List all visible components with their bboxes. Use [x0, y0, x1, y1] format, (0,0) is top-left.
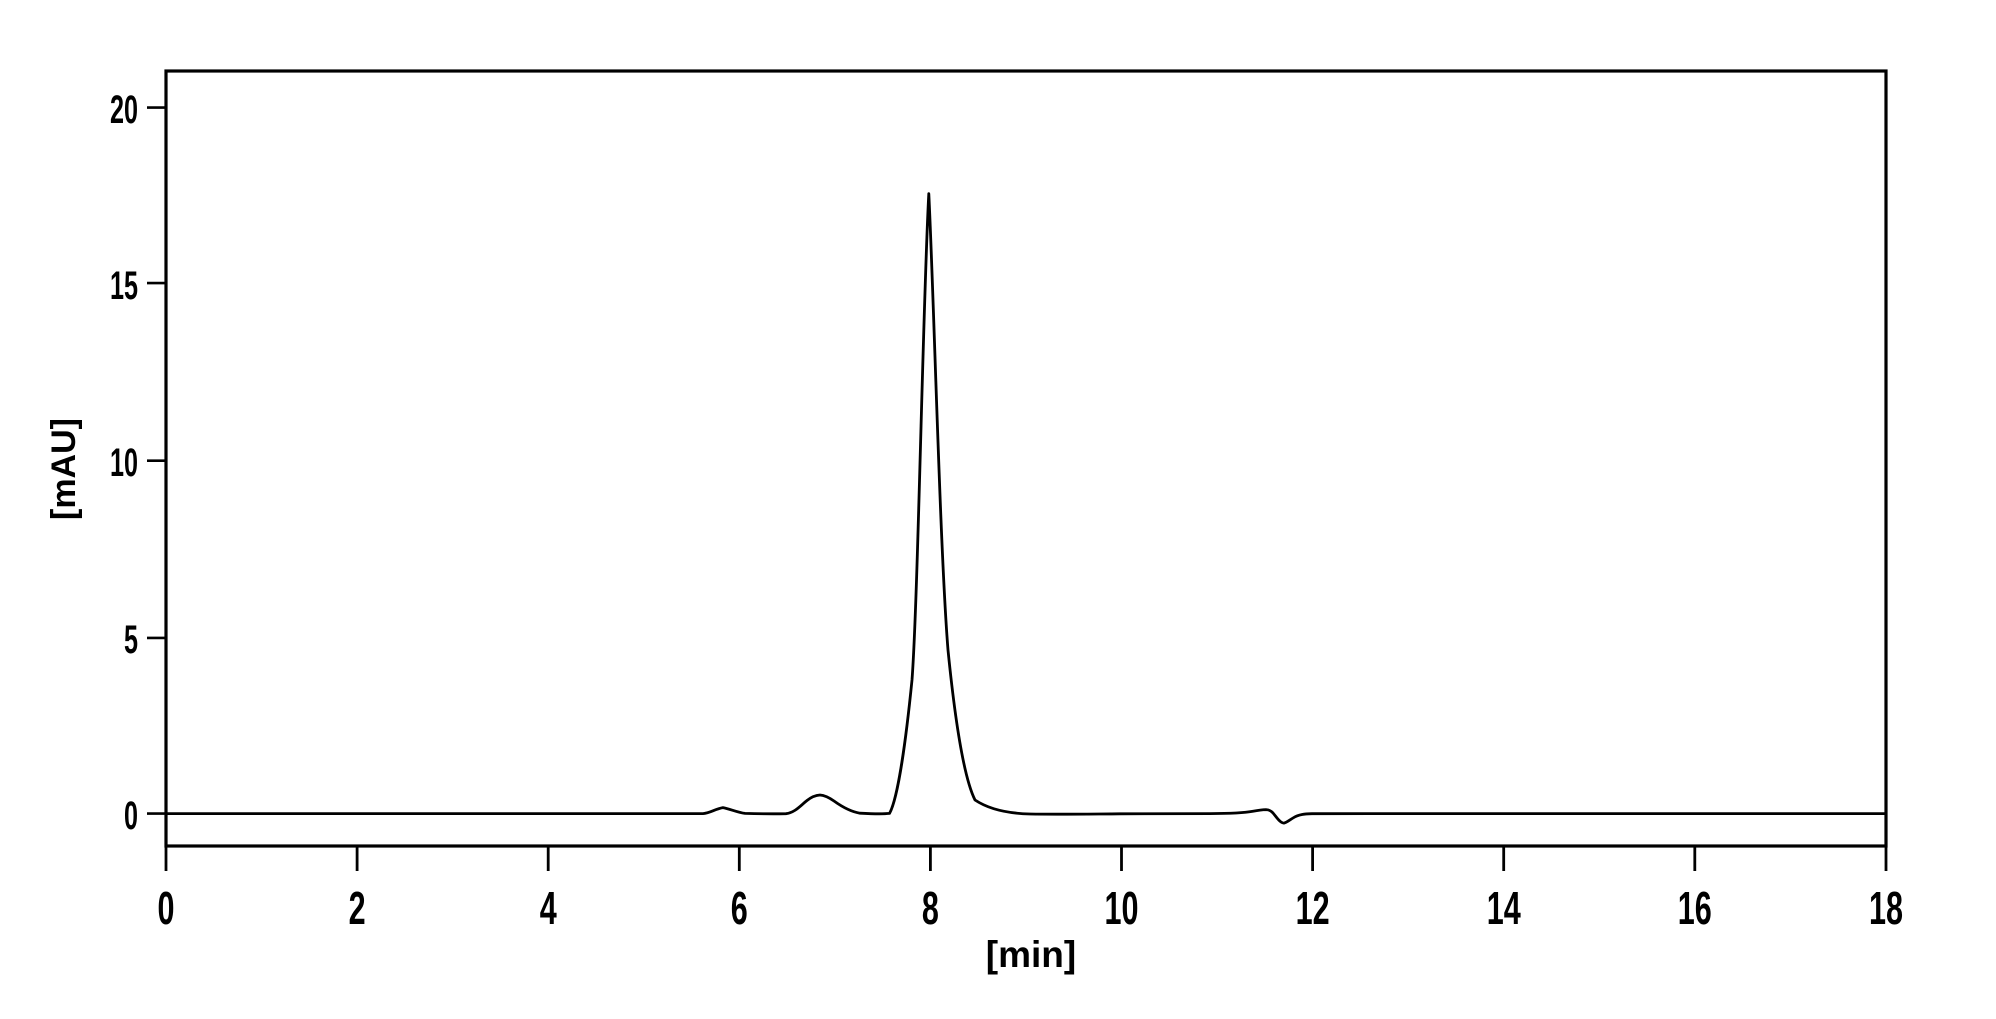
- svg-text:15: 15: [110, 264, 138, 308]
- svg-text:12: 12: [1296, 882, 1330, 934]
- svg-text:18: 18: [1869, 882, 1903, 934]
- svg-text:[min]: [min]: [986, 934, 1076, 975]
- svg-text:10: 10: [1105, 882, 1139, 934]
- svg-text:2: 2: [349, 882, 366, 934]
- svg-text:14: 14: [1487, 882, 1521, 934]
- svg-text:10: 10: [110, 441, 138, 485]
- svg-text:6: 6: [731, 882, 748, 934]
- svg-text:[mAU]: [mAU]: [45, 418, 83, 520]
- svg-text:4: 4: [540, 882, 557, 934]
- svg-text:16: 16: [1678, 882, 1712, 934]
- svg-text:5: 5: [124, 618, 138, 662]
- svg-text:0: 0: [124, 794, 138, 838]
- svg-text:8: 8: [922, 882, 939, 934]
- svg-text:0: 0: [158, 882, 175, 934]
- svg-text:20: 20: [110, 88, 138, 132]
